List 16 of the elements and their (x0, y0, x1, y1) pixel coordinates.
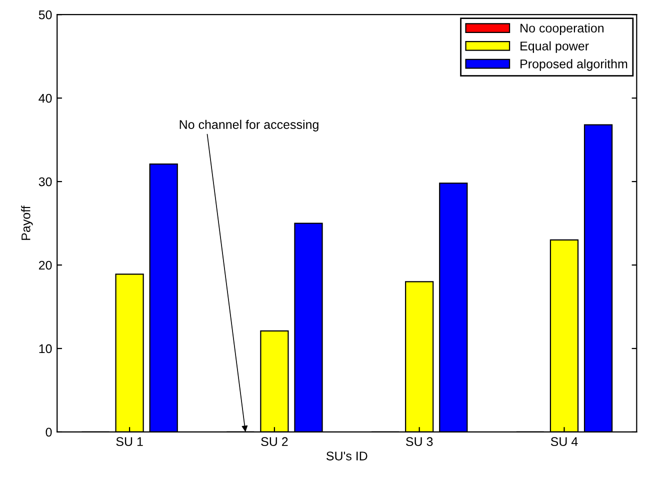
y-axis-title: Payoff (21, 206, 33, 240)
y-tick-label: 50 (38, 10, 52, 20)
x-tick-label: SU 3 (406, 437, 433, 446)
legend-label: Equal power (520, 41, 589, 53)
x-tick-label: SU 4 (550, 437, 578, 446)
x-axis-title: SU's ID (326, 452, 368, 460)
y-tick-label: 0 (46, 428, 52, 437)
annotation: No channel for accessing (180, 120, 318, 132)
x-tick-label: SU 2 (261, 437, 288, 446)
x-tick-label: SU 1 (116, 437, 143, 446)
legend-label: No cooperation (520, 23, 604, 36)
y-tick-label: 40 (38, 94, 52, 103)
y-tick-label: 30 (38, 177, 52, 186)
y-tick-label: 10 (39, 344, 52, 354)
y-tick-label: 20 (38, 260, 52, 270)
legend-label: Proposed algorithm (520, 59, 628, 71)
